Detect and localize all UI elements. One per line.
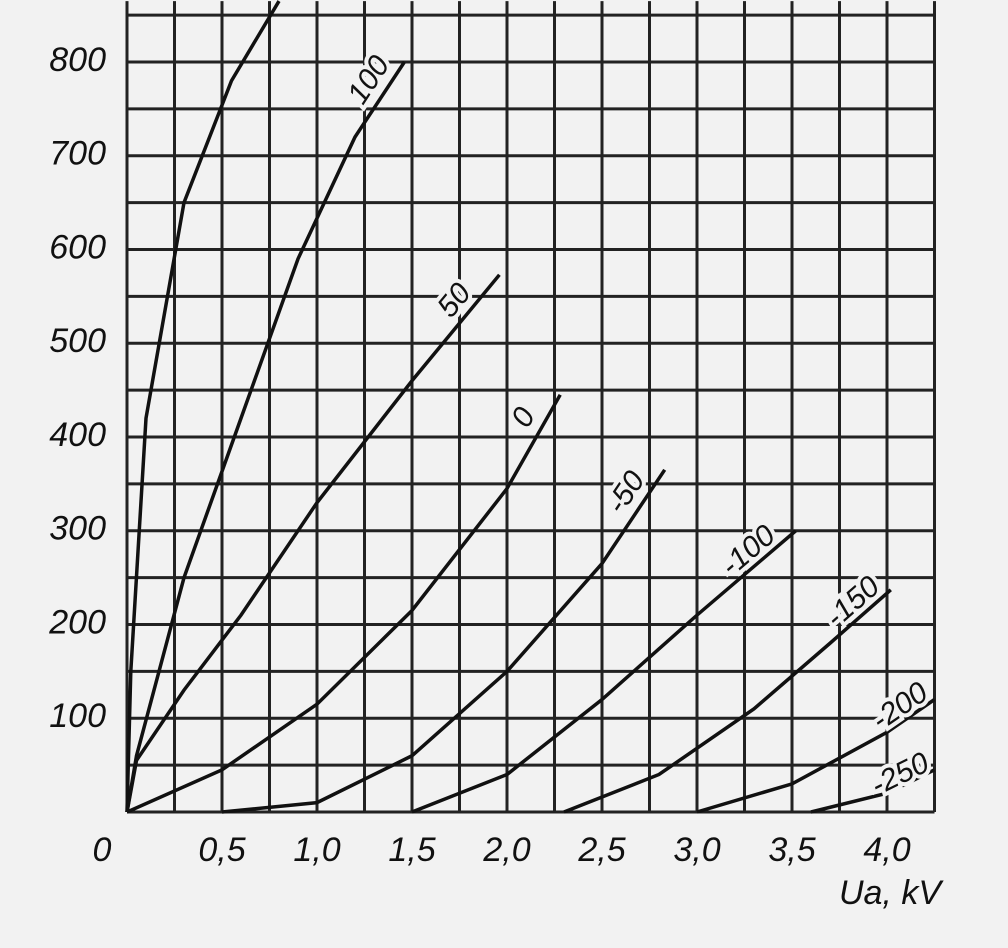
curve <box>563 588 892 814</box>
curve-label: 50 <box>431 277 478 324</box>
curve-label: 100 <box>341 50 396 110</box>
curve <box>125 61 406 813</box>
curve-label: -250 <box>866 746 935 802</box>
curve <box>126 393 562 814</box>
curve-label: -200 <box>866 676 934 737</box>
y-tick-label: 600 <box>49 228 106 266</box>
y-tick-label: 700 <box>49 135 106 173</box>
x-tick-label: 3,0 <box>673 831 720 869</box>
x-tick-label: 2,5 <box>577 831 625 869</box>
curve <box>125 273 501 813</box>
curve <box>221 468 667 814</box>
x-tick-label: 2,0 <box>482 831 530 869</box>
y-tick-label: 500 <box>49 322 106 360</box>
y-tick-label: 200 <box>48 603 106 641</box>
curve <box>810 768 936 814</box>
x-tick-label: 0,5 <box>198 831 245 869</box>
curve <box>125 0 281 813</box>
curve-label: -50 <box>600 465 652 520</box>
y-tick-label: 400 <box>49 416 106 454</box>
x-tick-label: 0 <box>93 831 112 869</box>
curve <box>696 698 936 814</box>
x-axis-label: Ua, kV <box>839 874 944 912</box>
y-tick-label: 300 <box>49 510 106 548</box>
x-tick-label: 1,5 <box>388 831 435 869</box>
x-tick-label: 3,5 <box>768 831 815 869</box>
curve <box>411 529 797 814</box>
curve-label: 0 <box>505 402 542 433</box>
y-tick-label: 800 <box>49 41 106 79</box>
x-tick-label: 4,0 <box>863 831 910 869</box>
y-tick-label: 100 <box>49 697 106 735</box>
x-tick-label: 1,0 <box>293 831 340 869</box>
